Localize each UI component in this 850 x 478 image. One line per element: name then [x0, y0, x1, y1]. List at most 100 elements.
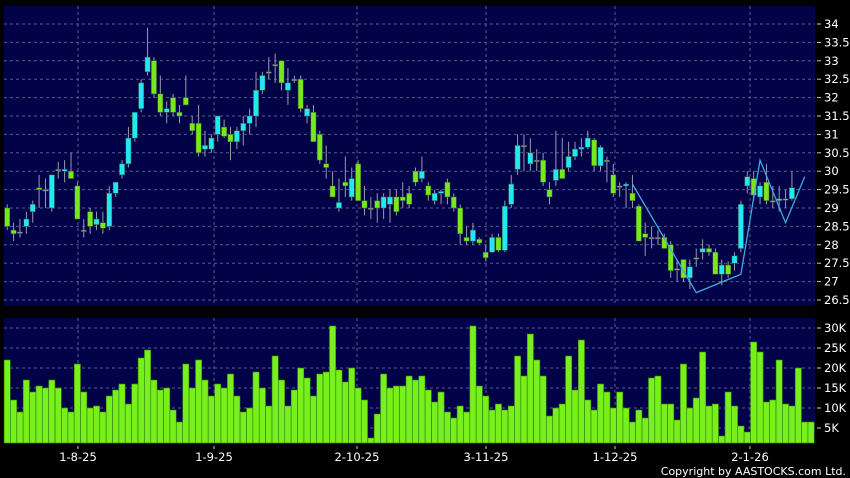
- candle: [769, 185, 776, 208]
- volume-bar: [590, 409, 598, 444]
- candle-body: [501, 205, 508, 251]
- volume-bar: [482, 395, 490, 444]
- volume-bar: [756, 351, 764, 444]
- date-tick-label: 1-8-25: [59, 450, 97, 464]
- candle: [42, 178, 49, 208]
- candle: [93, 211, 100, 231]
- candle: [438, 189, 444, 205]
- candle-body: [106, 193, 113, 227]
- volume-bar: [195, 359, 202, 444]
- candle: [578, 138, 585, 157]
- volume-bar: [112, 389, 120, 444]
- volume-bar: [233, 395, 241, 444]
- candle-body: [604, 159, 610, 162]
- candle-body: [470, 229, 476, 242]
- candle-body: [527, 152, 534, 165]
- candle: [310, 104, 317, 143]
- candle: [36, 174, 42, 208]
- candle: [738, 200, 744, 253]
- volume-bar: [450, 417, 458, 444]
- candle-body: [23, 218, 30, 227]
- price-tick-label: 31: [824, 127, 839, 141]
- volume-bar: [207, 395, 215, 444]
- price-tick-label: 33.5: [824, 35, 850, 49]
- price-tick-label: 28: [824, 238, 839, 252]
- date-tick-label: 2-1-26: [731, 450, 769, 464]
- candle-body: [508, 183, 515, 205]
- candle: [144, 27, 151, 76]
- candle: [259, 71, 266, 94]
- volume-bar: [533, 359, 541, 444]
- candle: [182, 75, 189, 106]
- candle-body: [399, 196, 406, 201]
- volume-bar: [660, 403, 668, 444]
- candle-body: [36, 187, 42, 190]
- price-tick-label: 32: [824, 91, 839, 105]
- volume-bar: [380, 373, 388, 444]
- volume-bar: [67, 411, 75, 444]
- volume-bar: [105, 395, 113, 444]
- candle: [208, 134, 215, 153]
- candle-body: [285, 82, 291, 91]
- candle: [291, 75, 298, 83]
- candle: [348, 167, 355, 201]
- volume-bar: [680, 363, 687, 444]
- candle-body: [227, 134, 234, 143]
- price-tick-label: 26.5: [824, 293, 850, 307]
- volume-bar: [616, 391, 624, 444]
- volume-bar: [686, 407, 694, 444]
- candle: [176, 104, 183, 124]
- candle: [635, 204, 642, 242]
- date-tick-label: 3-11-25: [464, 450, 509, 464]
- volume-bar: [552, 407, 560, 444]
- candle-body: [731, 255, 738, 264]
- volume-bar: [507, 405, 515, 444]
- volume-bar: [571, 389, 579, 444]
- candle: [68, 152, 74, 179]
- volume-bar: [622, 407, 630, 444]
- candle-body: [74, 185, 81, 220]
- volume-bar: [539, 375, 547, 444]
- date-tick-label: 1-12-25: [593, 450, 638, 464]
- candle: [74, 182, 81, 220]
- volume-bar: [10, 399, 17, 444]
- volume-bar: [322, 371, 330, 444]
- volume-bar: [35, 385, 43, 444]
- candle-body: [265, 71, 272, 74]
- volume-bar: [99, 411, 107, 444]
- candle: [368, 196, 374, 220]
- candle-body: [336, 202, 342, 209]
- candle: [572, 141, 578, 161]
- candle: [495, 233, 502, 253]
- candle-body: [680, 259, 687, 279]
- candle-body: [182, 97, 189, 106]
- volume-bar: [609, 407, 617, 444]
- volume-bar: [22, 379, 30, 444]
- candle-body: [476, 239, 483, 244]
- candle: [667, 241, 674, 278]
- volume-bar: [246, 407, 254, 444]
- volume-tick-label: 10K: [824, 401, 847, 415]
- volume-bar: [310, 395, 317, 444]
- candle-body: [208, 137, 215, 150]
- candle-body: [533, 159, 540, 162]
- candle: [604, 156, 610, 183]
- candle-body: [355, 163, 361, 201]
- candle: [412, 167, 419, 186]
- candle: [240, 116, 247, 146]
- candle: [304, 104, 310, 124]
- candle-body: [144, 56, 151, 73]
- candle-body: [757, 185, 763, 198]
- candle-body: [565, 156, 572, 168]
- candle-body: [693, 257, 700, 260]
- candle-body: [610, 174, 617, 194]
- volume-bar: [73, 363, 81, 444]
- candle: [112, 181, 119, 197]
- candle-body: [763, 181, 770, 201]
- volume-bar: [341, 381, 349, 444]
- candle: [61, 160, 68, 183]
- volume-bar: [214, 383, 222, 444]
- candle: [514, 134, 521, 175]
- candle-body: [584, 137, 591, 148]
- candle: [374, 193, 381, 223]
